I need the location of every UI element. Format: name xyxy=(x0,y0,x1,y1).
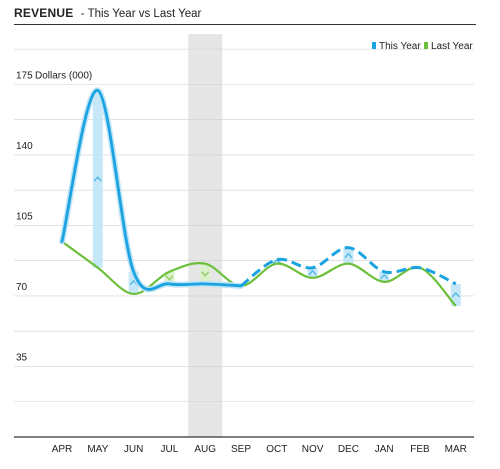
axis-layer: 35 70 105 140 175 Dollars (000) APR MAY JUN JUL AU… xyxy=(14,70,474,455)
series-line-last-year xyxy=(61,240,457,307)
y-tick-label: 140 xyxy=(16,141,33,152)
variance-up-chevron xyxy=(272,258,281,265)
series-line-this-year-forecast xyxy=(240,246,457,288)
x-tick-label: AUG xyxy=(194,444,216,455)
legend-swatch xyxy=(372,42,376,49)
variance-up-chevron xyxy=(380,273,389,280)
x-tick-label: SEP xyxy=(231,444,251,455)
chart-title: REVENUE xyxy=(14,6,74,20)
variance-bar xyxy=(92,90,103,268)
y-tick-label: 105 xyxy=(16,211,33,222)
y-tick-label: 70 xyxy=(16,282,28,293)
chart-subtitle: - This Year vs Last Year xyxy=(80,8,202,20)
x-tick-label: APR xyxy=(52,444,73,455)
legend-label: Last Year xyxy=(431,41,473,52)
x-tick-label: JUN xyxy=(124,444,143,455)
variance-up-chevron xyxy=(308,269,317,276)
highlight-layer xyxy=(188,34,223,437)
variance-down-chevron xyxy=(201,271,210,277)
grid-layer xyxy=(14,48,474,403)
y-tick-label: 35 xyxy=(16,352,28,363)
variance-up-chevron xyxy=(344,252,353,259)
variance-bar xyxy=(379,271,390,282)
variance-bar xyxy=(200,263,211,284)
x-tick-label: JUL xyxy=(161,444,179,455)
x-tick-label: NOV xyxy=(302,444,324,455)
line-layer xyxy=(59,87,457,307)
variance-bar xyxy=(128,271,139,294)
legend-label: This Year xyxy=(379,41,421,52)
x-tick-label: FEB xyxy=(410,444,430,455)
gap-layer xyxy=(92,90,461,307)
y-tick-label: 175 xyxy=(16,70,33,81)
legend-swatch xyxy=(424,42,428,49)
variance-bar xyxy=(271,259,282,264)
variance-bar xyxy=(450,283,461,307)
x-tick-label: MAR xyxy=(445,444,467,455)
y-axis-unit: Dollars (000) xyxy=(35,70,92,81)
variance-down-chevron xyxy=(165,275,174,281)
x-tick-label: OCT xyxy=(266,444,287,455)
x-tick-label: JAN xyxy=(375,444,394,455)
x-tick-label: MAY xyxy=(87,444,108,455)
variance-up-chevron xyxy=(451,291,460,298)
series-line-this-year-actual xyxy=(60,89,243,291)
variance-bar xyxy=(307,267,318,278)
x-tick-label: DEC xyxy=(338,444,359,455)
highlight-band-aug xyxy=(188,34,223,437)
legend-layer: This Year Last Year xyxy=(372,41,473,52)
variance-bar xyxy=(343,247,354,264)
variance-up-chevron xyxy=(93,176,102,182)
chart-header: REVENUE - This Year vs Last Year xyxy=(14,6,476,25)
variance-bar xyxy=(164,271,175,284)
